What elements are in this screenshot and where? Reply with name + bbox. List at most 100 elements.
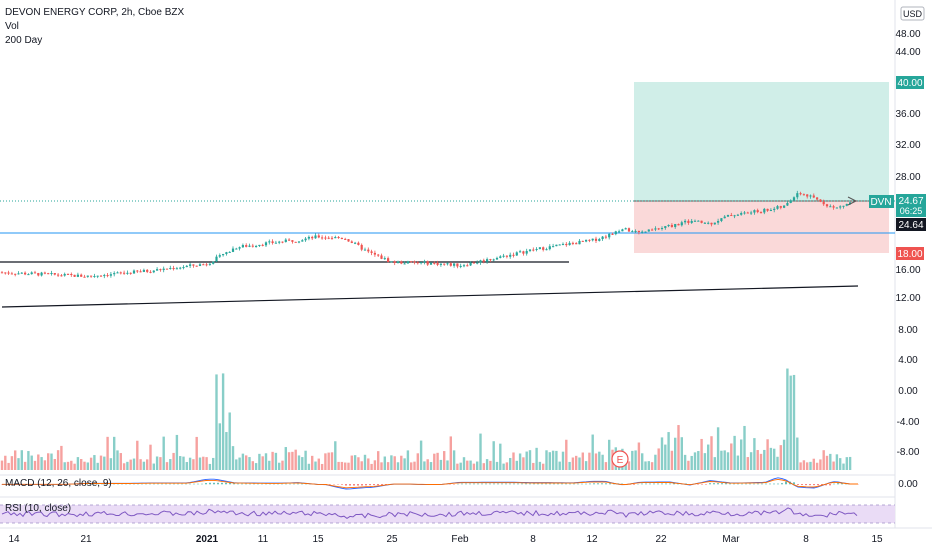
candle-body — [552, 246, 555, 248]
macd-histogram-bar — [593, 483, 595, 485]
candle-body — [238, 247, 241, 249]
date-tick: Feb — [451, 534, 469, 545]
candle-body — [832, 206, 835, 208]
macd-histogram-bar — [193, 483, 195, 485]
macd-histogram-bar — [753, 483, 755, 485]
macd-histogram-bar — [589, 483, 591, 485]
candle-body — [542, 247, 545, 250]
candle-body — [90, 275, 93, 277]
candle-body — [80, 274, 83, 277]
macd-panel — [1, 477, 859, 490]
volume-bar — [301, 457, 304, 470]
candle-body — [126, 272, 129, 274]
candle-body — [136, 270, 139, 272]
candle-body — [208, 263, 211, 265]
volume-bar — [179, 456, 182, 470]
candle-body — [40, 272, 43, 276]
volume-bar — [499, 443, 502, 470]
candle-body — [60, 275, 63, 277]
macd-histogram-bar — [509, 483, 511, 485]
volume-bar — [674, 437, 677, 470]
volume-bar — [637, 442, 641, 470]
candle-body — [33, 272, 37, 274]
macd-histogram-bar — [729, 483, 731, 485]
rsi-label[interactable]: RSI (10, close) — [5, 503, 72, 514]
volume-bar — [680, 437, 683, 470]
volume-bar — [99, 455, 103, 470]
volume-bar — [495, 461, 499, 470]
volume-bar — [664, 444, 667, 470]
macd-label[interactable]: MACD (12, 26, close, 9) — [5, 478, 112, 489]
candle-body — [769, 209, 772, 211]
candle-body — [420, 262, 423, 264]
volume-bar — [317, 458, 320, 470]
candle-body — [700, 220, 703, 223]
macd-histogram-bar — [161, 483, 163, 485]
volume-bar — [208, 463, 212, 470]
volume-bar — [383, 456, 386, 470]
candle-body — [189, 264, 192, 266]
candle-body — [740, 213, 743, 215]
candle-body — [43, 272, 46, 274]
volume-bar — [571, 457, 575, 470]
macd-histogram-bar — [717, 483, 719, 485]
candle-body — [720, 218, 723, 221]
symbol-title[interactable]: DEVON ENERGY CORP, 2h, Cboe BZX — [5, 7, 185, 18]
target-zone[interactable] — [634, 82, 889, 201]
volume-bar — [720, 450, 723, 470]
macd-histogram-bar — [801, 484, 803, 485]
volume-bar — [819, 459, 822, 470]
macd-histogram-bar — [537, 483, 539, 485]
macd-histogram-bar — [653, 483, 655, 485]
volume-bar — [330, 452, 334, 470]
macd-histogram-bar — [233, 483, 235, 485]
candle-body — [182, 267, 185, 269]
candle-body — [410, 261, 413, 263]
stop-zone[interactable] — [634, 201, 889, 253]
ma-label[interactable]: 200 Day — [5, 35, 43, 46]
volume-bar — [185, 462, 188, 470]
volume-bar — [172, 452, 175, 470]
volume-bar — [30, 455, 33, 470]
volume-bar — [413, 461, 416, 470]
volume-bar — [456, 463, 459, 470]
volume-bar — [525, 451, 528, 470]
earnings-marker[interactable] — [611, 450, 629, 468]
volume-bar — [581, 452, 584, 470]
candle-body — [717, 220, 720, 223]
volume-bar — [248, 457, 251, 470]
volume-bar — [512, 452, 515, 470]
volume-bar — [683, 454, 687, 470]
candle-body — [812, 195, 815, 198]
trend-line[interactable] — [1, 285, 859, 308]
candle-body — [707, 222, 710, 224]
volume-bar — [314, 461, 317, 470]
macd-histogram-bar — [553, 483, 555, 485]
macd-histogram-bar — [473, 483, 475, 485]
candle-body — [637, 230, 640, 233]
price-tick: 48.00 — [895, 29, 920, 40]
candle-body — [268, 241, 271, 243]
volume-bar — [33, 460, 37, 470]
candle-body — [456, 263, 459, 267]
macd-histogram-bar — [361, 484, 363, 486]
candle-body — [466, 265, 469, 267]
volume-bar — [839, 458, 842, 470]
candle-body — [377, 254, 380, 256]
candle-body — [624, 228, 627, 230]
arrow-icon — [847, 196, 858, 206]
volume-bar — [353, 455, 357, 470]
candle-body — [426, 261, 429, 265]
candle-body — [766, 208, 769, 211]
volume-bar — [796, 437, 799, 470]
candle-body — [535, 248, 538, 250]
volume-bar — [528, 450, 532, 470]
currency-button[interactable] — [900, 6, 925, 21]
volume-bar — [324, 453, 327, 470]
macd-histogram-bar — [305, 483, 307, 485]
candle-body — [588, 239, 591, 241]
vol-label[interactable]: Vol — [5, 21, 19, 32]
candle-body — [334, 237, 337, 239]
date-axis[interactable]: 14 21 2021 11 15 25 Feb 8 12 22 Mar 8 15 — [8, 534, 883, 545]
